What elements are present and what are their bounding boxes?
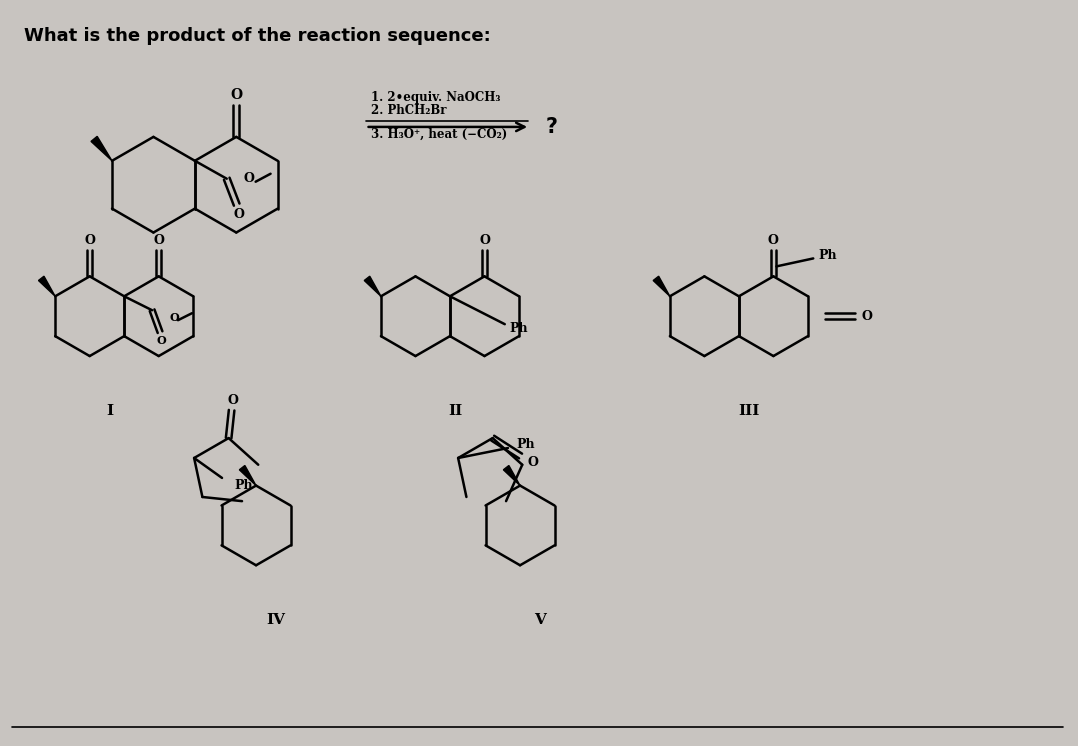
Text: O: O bbox=[169, 312, 179, 323]
Text: O: O bbox=[227, 394, 238, 407]
Text: O: O bbox=[156, 335, 166, 345]
Text: O: O bbox=[233, 208, 244, 221]
Polygon shape bbox=[91, 137, 112, 161]
Polygon shape bbox=[503, 466, 520, 486]
Text: ?: ? bbox=[545, 117, 558, 137]
Polygon shape bbox=[653, 276, 669, 296]
Text: I: I bbox=[106, 404, 113, 418]
Text: Ph: Ph bbox=[510, 322, 528, 335]
Text: O: O bbox=[231, 88, 243, 102]
Text: 1. 2•equiv. NaOCH₃: 1. 2•equiv. NaOCH₃ bbox=[371, 90, 500, 104]
Text: IV: IV bbox=[266, 613, 286, 627]
Polygon shape bbox=[239, 466, 257, 486]
Polygon shape bbox=[39, 276, 55, 296]
Text: O: O bbox=[479, 234, 489, 247]
Text: 3. H₃O⁺, heat (−CO₂): 3. H₃O⁺, heat (−CO₂) bbox=[371, 128, 507, 140]
Text: Ph: Ph bbox=[819, 249, 838, 262]
Text: 2. PhCH₂Br: 2. PhCH₂Br bbox=[371, 104, 446, 117]
Text: II: II bbox=[448, 404, 462, 418]
Text: Ph: Ph bbox=[235, 480, 253, 492]
Text: O: O bbox=[244, 172, 254, 185]
Text: O: O bbox=[861, 310, 872, 323]
Text: III: III bbox=[738, 404, 760, 418]
Polygon shape bbox=[364, 276, 381, 296]
Text: O: O bbox=[527, 457, 538, 469]
Text: Ph: Ph bbox=[516, 438, 535, 451]
Text: V: V bbox=[534, 613, 545, 627]
Text: O: O bbox=[768, 234, 778, 247]
Text: O: O bbox=[84, 234, 95, 247]
Text: What is the product of the reaction sequence:: What is the product of the reaction sequ… bbox=[24, 28, 490, 46]
Text: O: O bbox=[153, 234, 164, 247]
